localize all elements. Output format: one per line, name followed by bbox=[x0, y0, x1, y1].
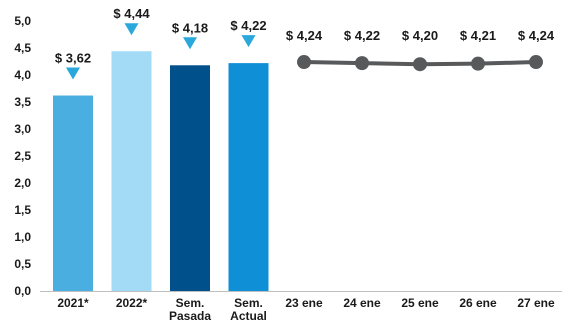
line-value-label: $ 4,22 bbox=[344, 28, 380, 43]
line-category-label: 25 ene bbox=[401, 296, 439, 310]
line-point bbox=[355, 56, 369, 71]
bar-marker-triangle bbox=[124, 23, 139, 36]
line-category-label: 26 ene bbox=[459, 296, 497, 310]
line-value-label: $ 4,24 bbox=[518, 28, 555, 43]
bar-value-label: $ 4,22 bbox=[230, 18, 266, 33]
y-tick-label: 1,5 bbox=[14, 203, 31, 217]
bar-marker-triangle bbox=[66, 67, 80, 80]
bar bbox=[170, 65, 210, 291]
bar-marker-triangle bbox=[241, 35, 256, 48]
bar-category-label: 2022* bbox=[116, 296, 148, 310]
line-point bbox=[471, 56, 485, 71]
line-point bbox=[413, 57, 427, 72]
line-category-label: 23 ene bbox=[285, 296, 323, 310]
bar-value-label: $ 4,44 bbox=[113, 6, 150, 21]
bar bbox=[111, 51, 152, 291]
line-value-label: $ 4,20 bbox=[402, 28, 438, 43]
bar-value-label: $ 3,62 bbox=[55, 51, 91, 66]
y-tick-label: 2,0 bbox=[14, 176, 31, 190]
line-point bbox=[297, 55, 311, 70]
y-tick-label: 2,5 bbox=[14, 149, 31, 163]
y-tick-label: 1,0 bbox=[14, 230, 31, 244]
bar bbox=[53, 95, 93, 292]
bar-marker-triangle bbox=[183, 37, 197, 50]
line-value-label: $ 4,24 bbox=[286, 28, 323, 43]
line-category-label: 27 ene bbox=[517, 296, 555, 310]
line-point bbox=[529, 55, 543, 70]
line-category-label: 24 ene bbox=[343, 296, 381, 310]
y-tick-label: 5,0 bbox=[14, 14, 31, 28]
bar-category-label: 2021* bbox=[57, 296, 89, 310]
bar bbox=[228, 63, 269, 292]
bar-category-label: Sem. Actual bbox=[230, 296, 267, 323]
bar-category-label: Sem. Pasada bbox=[169, 296, 211, 323]
y-tick-label: 0,5 bbox=[14, 257, 31, 271]
y-tick-label: 3,0 bbox=[14, 122, 31, 136]
y-tick-label: 4,0 bbox=[14, 68, 31, 82]
bar-value-label: $ 4,18 bbox=[172, 20, 208, 35]
y-tick-label: 3,5 bbox=[14, 95, 31, 109]
y-tick-label: 4,5 bbox=[14, 41, 31, 55]
line-value-label: $ 4,21 bbox=[460, 28, 496, 43]
y-tick-label: 0,0 bbox=[14, 284, 31, 298]
